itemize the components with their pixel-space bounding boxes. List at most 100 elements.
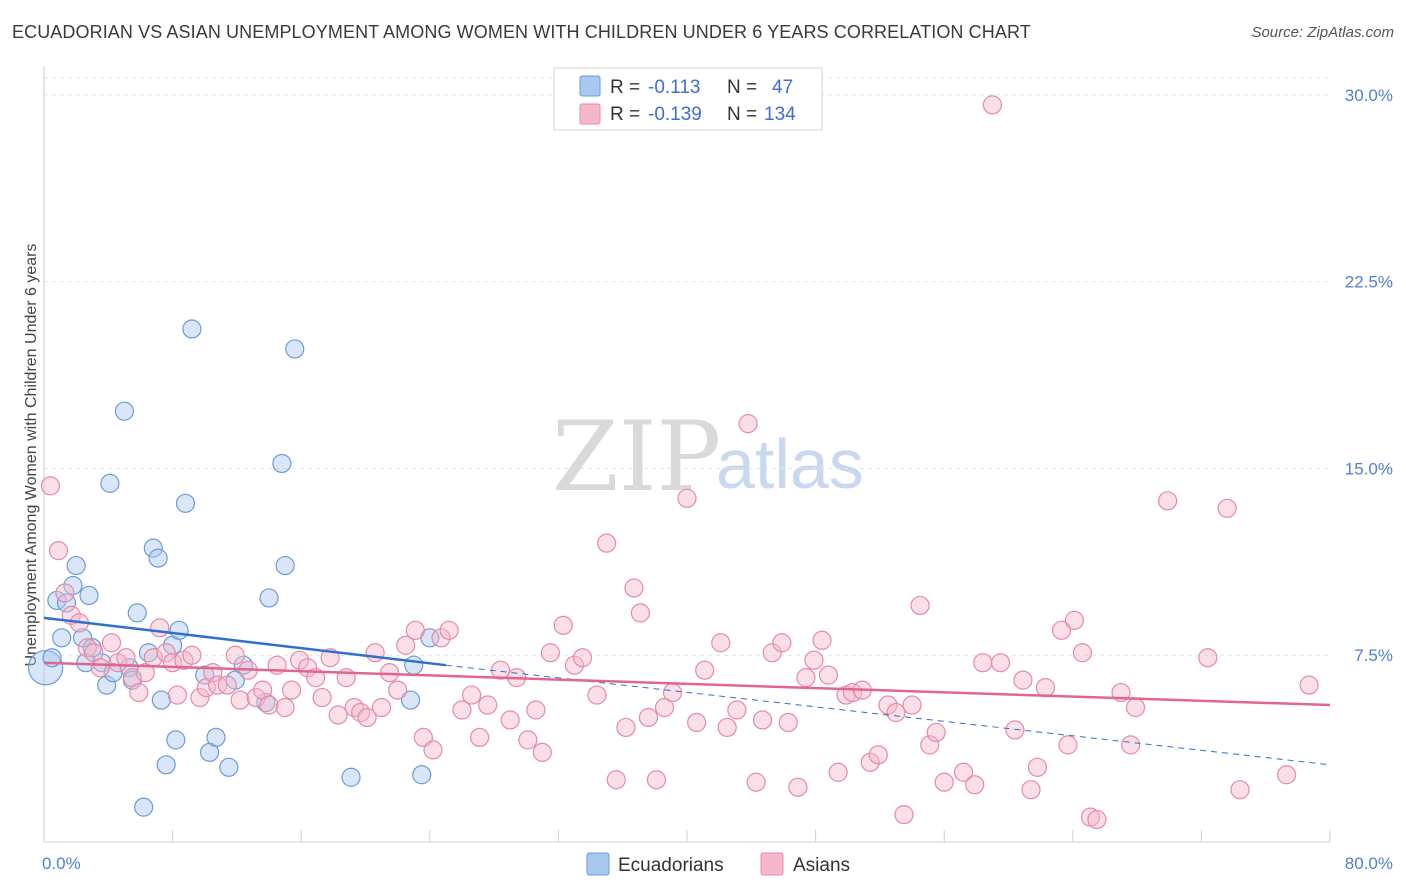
- asians-point: [982, 95, 1003, 115]
- asians-point: [677, 488, 697, 508]
- asians-point: [1121, 735, 1141, 755]
- asians-point: [965, 775, 985, 795]
- asians-point: [1158, 491, 1178, 511]
- asians-point: [762, 643, 782, 663]
- ecuadorians-point: [259, 588, 279, 608]
- asians-point: [1072, 643, 1093, 663]
- asians-point: [630, 603, 650, 623]
- asians-point: [1021, 780, 1041, 800]
- asians-point: [357, 707, 377, 728]
- asians-point: [289, 650, 310, 670]
- asians-point: [452, 700, 472, 720]
- asians-point: [225, 645, 245, 665]
- asians-point: [423, 740, 443, 760]
- series-ecuadorians-points: [27, 319, 440, 817]
- asians-point: [778, 712, 798, 733]
- asians-point: [478, 695, 498, 715]
- ecuadorians-point: [275, 555, 295, 576]
- asians-point: [638, 707, 659, 728]
- ecuadorians-point: [182, 319, 202, 339]
- y-tick-label: 30.0%: [1345, 86, 1393, 105]
- asians-point: [150, 618, 170, 638]
- asians-point: [886, 702, 906, 723]
- asians-point: [461, 685, 482, 705]
- asians-point: [40, 476, 61, 496]
- asians-point: [190, 687, 210, 708]
- ecuadorians-point: [143, 538, 163, 558]
- asians-point: [926, 722, 946, 743]
- ecuadorians-point: [134, 797, 154, 817]
- ecuadorians-point: [219, 757, 239, 777]
- asians-point: [1064, 610, 1085, 630]
- asians-point: [953, 762, 974, 782]
- watermark: ZIP atlas: [552, 401, 864, 513]
- chart-title: ECUADORIAN VS ASIAN UNEMPLOYMENT AMONG W…: [12, 22, 1031, 42]
- asians-point: [405, 620, 425, 640]
- ecuadorians-point: [79, 585, 99, 606]
- asians-point: [182, 645, 202, 665]
- ecuadorians-point: [404, 655, 424, 675]
- bottom-legend-swatch-ecuadorians: [586, 852, 610, 876]
- legend-swatch-asians: [579, 103, 601, 125]
- asians-point: [1013, 670, 1033, 690]
- ecuadorians-point: [100, 473, 120, 493]
- ecuadorians-point: [97, 675, 117, 695]
- asians-point: [230, 690, 250, 710]
- asians-point: [344, 697, 364, 718]
- asians-point: [259, 695, 279, 715]
- asians-point: [796, 668, 816, 688]
- trend-lines: [43, 616, 1331, 766]
- asians-point: [1299, 675, 1319, 695]
- watermark-atlas: atlas: [716, 425, 864, 503]
- stats-legend: R = -0.113 N = 47 R = -0.139 N = 134: [553, 67, 823, 131]
- ecuadorians-point: [156, 755, 176, 775]
- asians-point: [717, 717, 737, 738]
- asians-point: [351, 702, 371, 723]
- ecuadorians-point: [52, 628, 72, 648]
- asians-point: [910, 595, 930, 616]
- asians-point: [878, 695, 898, 715]
- ecuadorians-point: [72, 628, 93, 648]
- asians-point: [687, 712, 707, 733]
- ecuadorians-point: [127, 603, 147, 623]
- asians-point: [1230, 780, 1250, 800]
- ecuadorians-point: [400, 690, 421, 710]
- y-tick-label: 15.0%: [1345, 459, 1393, 478]
- asians-point: [1198, 648, 1218, 668]
- asians-point: [606, 770, 626, 790]
- bottom-legend-label-ecuadorians: Ecuadorians: [618, 855, 724, 876]
- asians-point: [135, 663, 155, 683]
- asians-point: [217, 675, 237, 695]
- asians-point: [208, 675, 228, 695]
- asians-point: [646, 770, 667, 790]
- asians-point: [828, 762, 848, 782]
- ecuadorians-point: [256, 692, 276, 713]
- asians-point: [587, 685, 607, 705]
- ecuadorians-point: [166, 730, 186, 750]
- ecuadorians-point: [206, 727, 226, 748]
- asians-point: [990, 653, 1011, 673]
- grid-lines: [44, 77, 1330, 656]
- legend-n-value-2: 134: [764, 104, 796, 125]
- asians-point: [818, 665, 839, 685]
- bottom-legend-label-asians: Asians: [793, 855, 850, 876]
- ecuadorians-point: [148, 548, 168, 568]
- chart-source: Source: ZipAtlas.com: [1251, 24, 1394, 41]
- asians-point: [129, 682, 149, 703]
- x-tick-labels: 0.0% 80.0%: [42, 854, 1393, 873]
- asians-point: [540, 643, 560, 663]
- asians-point: [920, 735, 940, 755]
- asians-point: [727, 700, 747, 720]
- asians-point: [156, 643, 176, 663]
- asians-point: [746, 772, 766, 792]
- asians-point: [616, 717, 636, 738]
- asians-point: [973, 653, 993, 673]
- asians-point: [934, 772, 954, 792]
- asians-point: [654, 697, 675, 718]
- asians-point: [500, 710, 520, 730]
- asians-point: [306, 668, 326, 688]
- bottom-legend-swatch-asians: [760, 852, 784, 876]
- asians-point: [48, 541, 69, 561]
- asians-point: [1125, 697, 1146, 718]
